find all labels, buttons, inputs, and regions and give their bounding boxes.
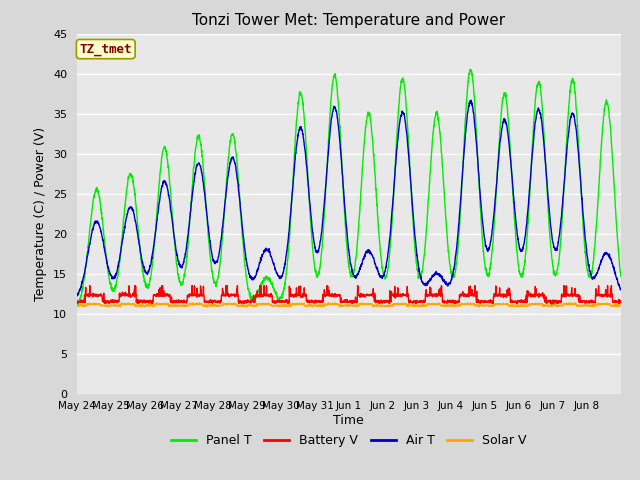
Y-axis label: Temperature (C) / Power (V): Temperature (C) / Power (V) xyxy=(35,127,47,300)
Title: Tonzi Tower Met: Temperature and Power: Tonzi Tower Met: Temperature and Power xyxy=(192,13,506,28)
Legend: Panel T, Battery V, Air T, Solar V: Panel T, Battery V, Air T, Solar V xyxy=(166,429,531,452)
Text: TZ_tmet: TZ_tmet xyxy=(79,43,132,56)
X-axis label: Time: Time xyxy=(333,414,364,427)
